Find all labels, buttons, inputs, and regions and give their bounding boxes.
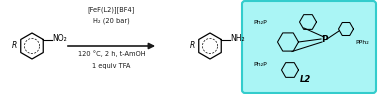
Text: R: R	[12, 41, 17, 50]
Text: P: P	[321, 34, 327, 44]
Text: Ph₂P: Ph₂P	[253, 61, 267, 66]
Text: [FeF(L2)][BF4]: [FeF(L2)][BF4]	[88, 6, 135, 13]
Text: H₂ (20 bar): H₂ (20 bar)	[93, 18, 130, 25]
Text: Ph₂P: Ph₂P	[253, 19, 267, 25]
Text: 1 equiv TFA: 1 equiv TFA	[92, 63, 131, 69]
Text: PPh₂: PPh₂	[355, 39, 369, 44]
Text: L2: L2	[299, 75, 311, 84]
Text: R: R	[190, 41, 195, 50]
Text: NH₂: NH₂	[231, 34, 245, 43]
Text: 120 °C, 2 h, t-AmOH: 120 °C, 2 h, t-AmOH	[78, 50, 145, 57]
FancyBboxPatch shape	[242, 1, 376, 93]
Text: NO₂: NO₂	[53, 34, 67, 43]
